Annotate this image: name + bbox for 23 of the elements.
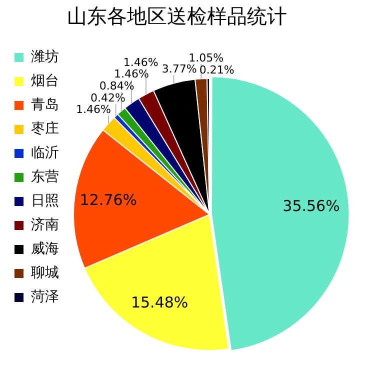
legend-label: 菏泽 [31,289,59,306]
data-label: 12.76% [80,190,137,209]
chart-title: 山东各地区送检样品统计 [67,4,287,28]
data-label: 3.77% [162,62,197,76]
data-label: 0.42% [90,92,126,105]
legend-label: 济南 [31,217,59,234]
legend-label: 青岛 [31,97,59,114]
data-label: 1.46% [114,68,149,81]
legend-label: 日照 [31,193,59,210]
legend-label: 东营 [31,169,59,186]
data-label: 0.84% [99,79,134,92]
data-label: 35.56% [282,197,340,216]
legend-label: 潍坊 [31,49,59,66]
legend-label: 临沂 [31,145,59,162]
data-label: 1.46% [76,103,111,116]
legend-label: 聊城 [31,265,59,282]
data-label: 1.05% [188,51,224,64]
legend-label: 烟台 [31,73,59,90]
legend-label: 枣庄 [31,121,59,138]
data-label: 15.48% [130,293,188,312]
legend-label: 威海 [31,241,59,258]
data-label: 1.46% [123,56,158,70]
data-label: 0.21% [199,64,234,77]
